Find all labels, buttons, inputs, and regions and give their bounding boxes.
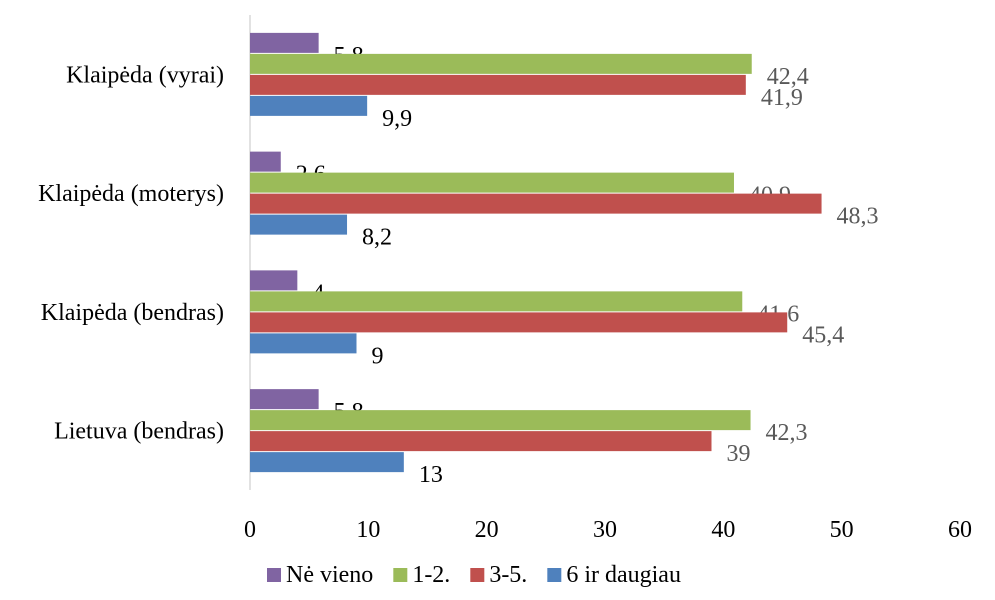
bar-ne-vieno-lietuva-bendras (250, 389, 319, 410)
category-label-klaipeda-vyrai: Klaipėda (vyrai) (66, 62, 224, 88)
bar-6-ir-daugiau-klaipeda-vyrai (250, 95, 368, 116)
data-label-6-ir-daugiau-lietuva-bendras: 13 (419, 462, 443, 488)
category-label-klaipeda-moterys: Klaipėda (moterys) (38, 181, 224, 207)
x-tick-label: 10 (356, 517, 380, 543)
category-label-lietuva-bendras: Lietuva (bendras) (54, 419, 224, 445)
x-tick-label: 30 (593, 517, 617, 543)
data-label-6-ir-daugiau-klaipeda-moterys: 8,2 (362, 225, 392, 251)
data-label-3-5-klaipeda-moterys: 48,3 (837, 204, 879, 230)
x-tick-label: 50 (830, 517, 854, 543)
bar-ne-vieno-klaipeda-bendras (250, 270, 298, 291)
legend-swatch-1-2 (393, 568, 408, 582)
category-label-klaipeda-bendras: Klaipėda (bendras) (41, 300, 224, 326)
bar-ne-vieno-klaipeda-vyrai (250, 32, 319, 53)
legend-label-3-5: 3-5. (489, 562, 527, 588)
data-label-3-5-lietuva-bendras: 39 (727, 441, 751, 467)
bar-6-ir-daugiau-klaipeda-moterys (250, 214, 348, 235)
bar-3-5-lietuva-bendras (250, 431, 712, 452)
bar-1-2-lietuva-bendras (250, 410, 751, 431)
bar-6-ir-daugiau-lietuva-bendras (250, 452, 404, 473)
x-tick-label: 60 (948, 517, 972, 543)
legend-swatch-ne-vieno (267, 568, 281, 582)
bar-3-5-klaipeda-vyrai (250, 74, 746, 95)
bar-1-2-klaipeda-bendras (250, 291, 743, 312)
x-tick-label: 20 (475, 517, 499, 543)
legend-item-1-2: 1-2. (393, 562, 450, 588)
bar-1-2-klaipeda-moterys (250, 172, 734, 193)
data-label-3-5-klaipeda-vyrai: 41,9 (761, 85, 803, 111)
x-tick-label: 0 (244, 517, 256, 543)
legend-label-6-ir-daugiau: 6 ir daugiau (566, 562, 681, 588)
legend-item-6-ir-daugiau: 6 ir daugiau (547, 562, 681, 588)
data-label-6-ir-daugiau-klaipeda-bendras: 9 (372, 343, 384, 369)
legend-item-ne-vieno: Nė vieno (267, 562, 373, 588)
data-label-6-ir-daugiau-klaipeda-vyrai: 9,9 (382, 106, 412, 132)
data-label-1-2-lietuva-bendras: 42,3 (766, 420, 808, 446)
legend-label-ne-vieno: Nė vieno (286, 562, 373, 588)
legend-item-3-5: 3-5. (470, 562, 527, 588)
legend-label-1-2: 1-2. (412, 562, 450, 588)
bar-ne-vieno-klaipeda-moterys (250, 151, 281, 172)
bar-3-5-klaipeda-bendras (250, 312, 788, 333)
x-tick-label: 40 (711, 517, 735, 543)
legend-swatch-6-ir-daugiau (547, 568, 562, 582)
legend-swatch-3-5 (470, 568, 485, 582)
data-label-3-5-klaipeda-bendras: 45,4 (802, 322, 844, 348)
bar-1-2-klaipeda-vyrai (250, 53, 752, 74)
data-label-1-2-klaipeda-vyrai: 42,4 (767, 64, 809, 90)
bar-3-5-klaipeda-moterys (250, 193, 822, 214)
bar-6-ir-daugiau-klaipeda-bendras (250, 333, 357, 354)
